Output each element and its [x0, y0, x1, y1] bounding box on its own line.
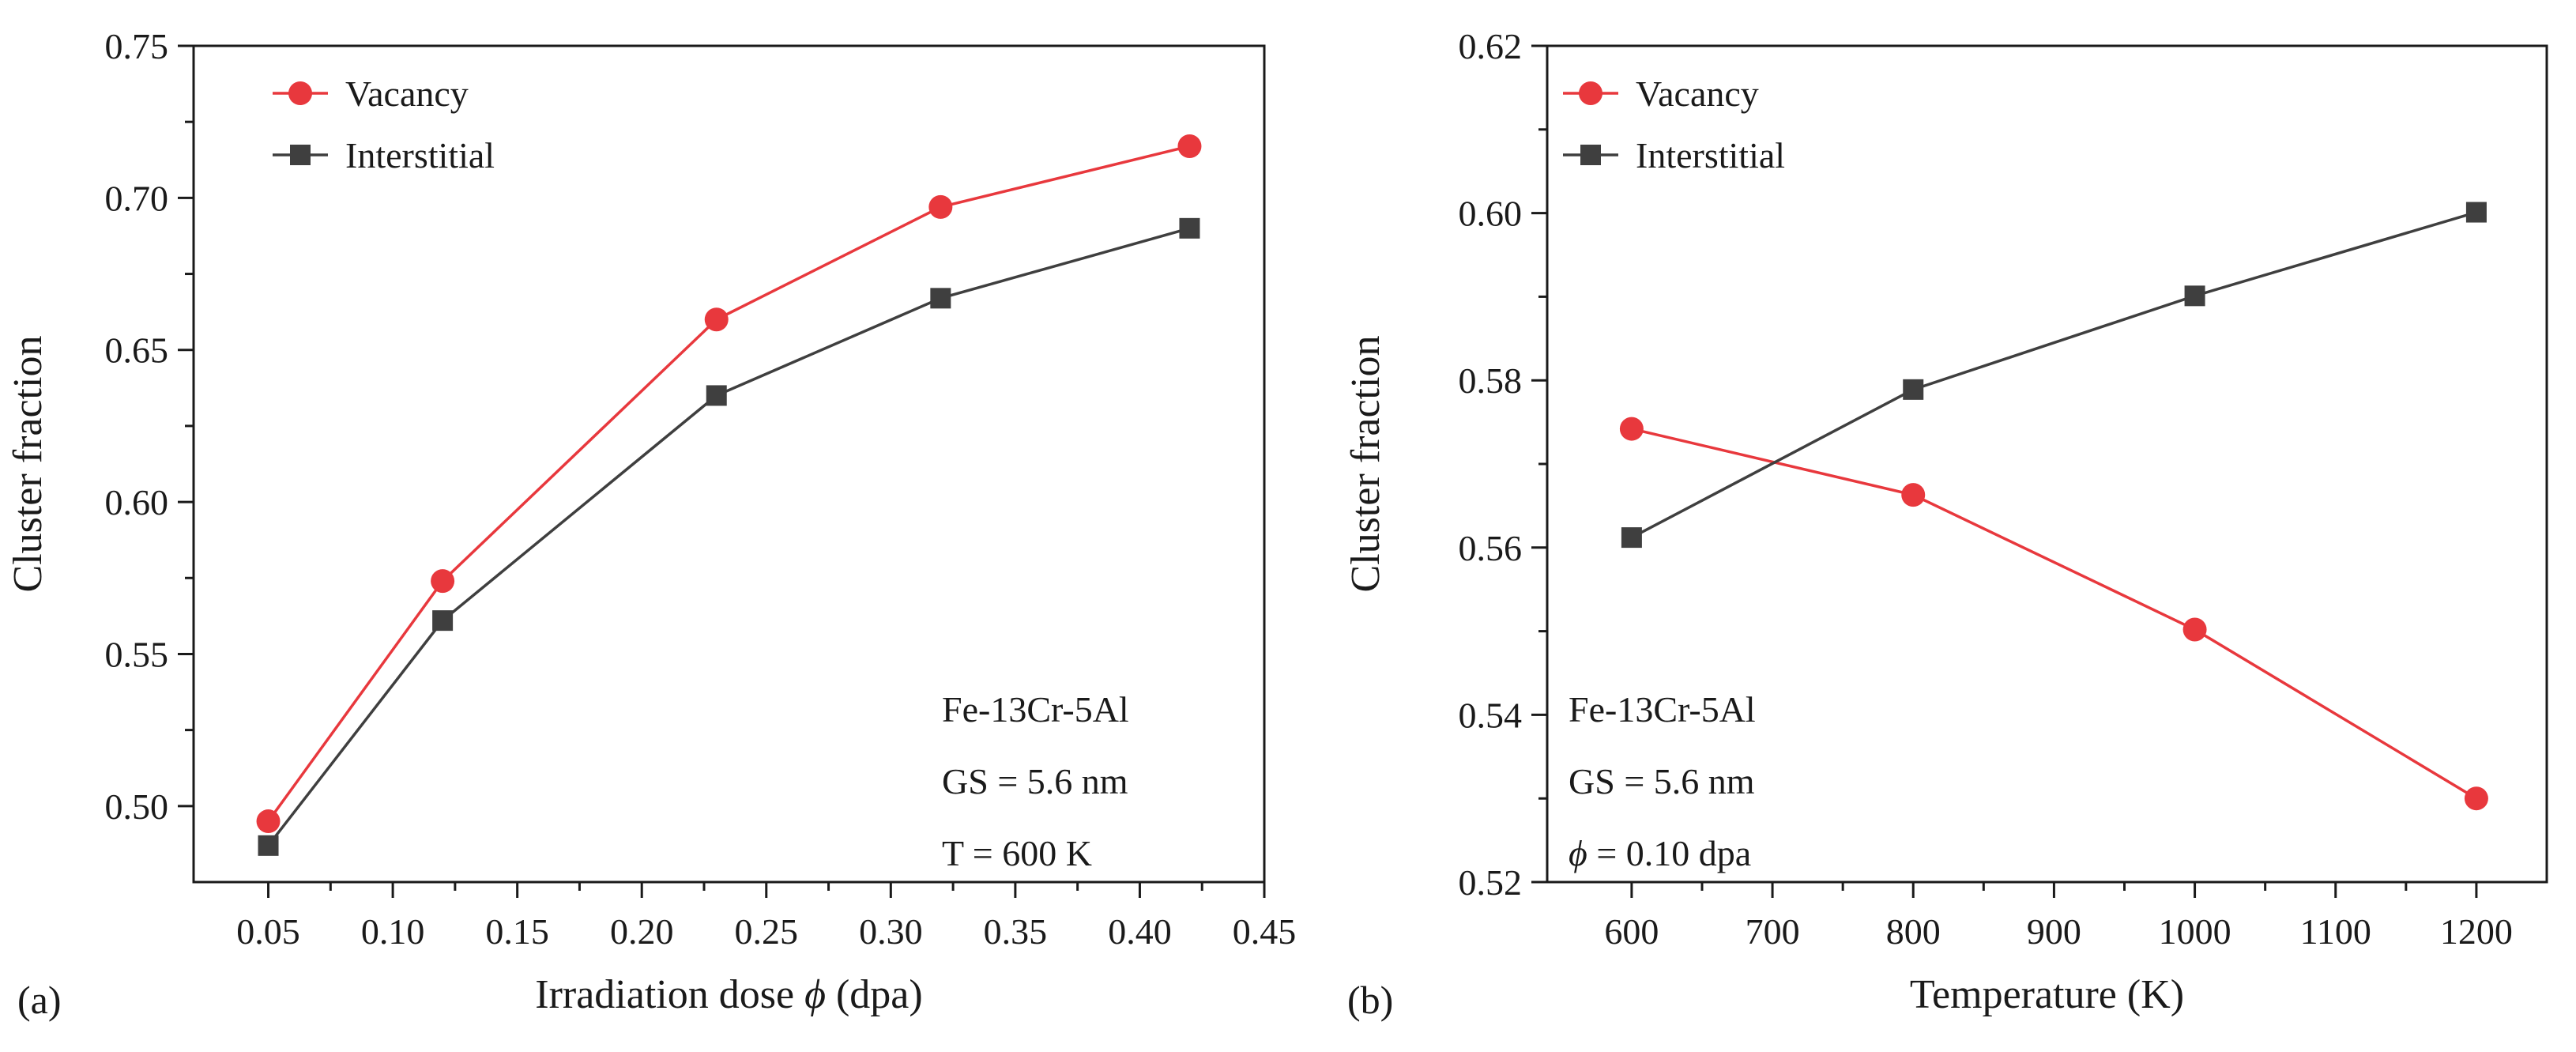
y-tick-label: 0.55 [105, 634, 169, 674]
annotation-text: ϕ = 0.10 dpa [1569, 833, 1751, 873]
y-tick-label: 0.62 [1459, 26, 1523, 66]
legend-marker [1579, 81, 1602, 105]
x-tick-label: 600 [1604, 911, 1659, 952]
annotation-text: Fe-13Cr-5Al [1569, 689, 1756, 730]
data-point-vacancy [2464, 786, 2488, 811]
data-point-vacancy [1619, 417, 1644, 441]
legend-label-interstitial: Interstitial [1636, 135, 1785, 175]
data-point-interstitial [2465, 202, 2487, 223]
y-tick-label: 0.58 [1459, 360, 1523, 401]
data-point-vacancy [431, 569, 455, 594]
x-tick-label: 0.10 [361, 911, 425, 952]
x-tick-label: 0.35 [984, 911, 1048, 952]
x-tick-label: 0.40 [1108, 911, 1172, 952]
data-point-interstitial [2184, 285, 2205, 307]
data-point-interstitial [930, 288, 951, 309]
x-tick-label: 1000 [2159, 911, 2231, 952]
y-tick-label: 0.60 [1459, 194, 1523, 234]
x-axis-title: Temperature (K) [1910, 972, 2184, 1017]
data-point-interstitial [258, 835, 279, 856]
y-tick-label: 0.75 [105, 26, 169, 66]
data-point-vacancy [1177, 134, 1202, 158]
x-tick-label: 1200 [2440, 911, 2513, 952]
annotation-text: Fe-13Cr-5Al [942, 689, 1129, 730]
panel-label: (a) [17, 978, 62, 1022]
legend-label-interstitial: Interstitial [345, 135, 495, 175]
data-point-vacancy [704, 307, 729, 332]
x-tick-label: 0.05 [236, 911, 300, 952]
data-point-interstitial [1621, 527, 1642, 549]
data-point-vacancy [2182, 617, 2207, 642]
series-line-interstitial [1631, 210, 2477, 539]
data-point-vacancy [1901, 483, 1926, 507]
data-point-vacancy [928, 194, 953, 219]
x-tick-label: 0.45 [1233, 911, 1297, 952]
plot-frame [192, 44, 1266, 884]
x-tick-label: 700 [1746, 911, 1800, 952]
x-tick-label: 800 [1886, 911, 1941, 952]
data-point-interstitial [432, 610, 454, 632]
y-tick-label: 0.60 [105, 482, 169, 522]
data-point-interstitial [706, 385, 727, 406]
data-point-interstitial [1179, 217, 1200, 239]
y-tick-label: 0.52 [1459, 862, 1523, 903]
chart-panel-b: 600 700 800 900 1000 1100 1200 0.52 0.54 0.56 0.58… [1343, 26, 2548, 1022]
y-tick-label: 0.50 [105, 786, 169, 827]
x-tick-label: 0.30 [859, 911, 923, 952]
series-line-interstitial [267, 227, 1190, 847]
phi-symbol: ϕ [804, 972, 826, 1017]
y-axis-title: Cluster fraction [6, 336, 51, 593]
series-line-vacancy [1631, 427, 2477, 800]
x-tick-label: 1100 [2300, 911, 2371, 952]
panel-label: (b) [1347, 978, 1393, 1022]
annotation-text: GS = 5.6 nm [1569, 761, 1755, 801]
legend-marker [1580, 145, 1601, 165]
x-axis-title: Irradiation dose ϕ (dpa) [535, 972, 922, 1017]
annotation-text: GS = 5.6 nm [942, 761, 1128, 801]
legend-marker [288, 81, 312, 105]
data-point-vacancy [256, 809, 281, 834]
y-tick-label: 0.70 [105, 178, 169, 218]
annotation-text: T = 600 K [942, 833, 1092, 873]
chart-panel-a: 0.05 0.10 0.15 0.20 0.25 0.30 0.35 0.40 0.45 0.50… [6, 26, 1296, 1022]
y-tick-label: 0.56 [1459, 528, 1523, 568]
y-tick-label: 0.54 [1459, 695, 1523, 735]
x-tick-label: 900 [2027, 911, 2081, 952]
x-tick-label: 0.15 [485, 911, 549, 952]
data-point-interstitial [1903, 379, 1924, 400]
x-tick-label: 0.20 [610, 911, 674, 952]
legend-label-vacancy: Vacancy [345, 74, 469, 114]
legend-marker [290, 145, 311, 165]
y-tick-label: 0.65 [105, 330, 169, 371]
y-axis-title: Cluster fraction [1343, 336, 1388, 593]
legend-label-vacancy: Vacancy [1636, 74, 1759, 114]
x-tick-label: 0.25 [735, 911, 799, 952]
